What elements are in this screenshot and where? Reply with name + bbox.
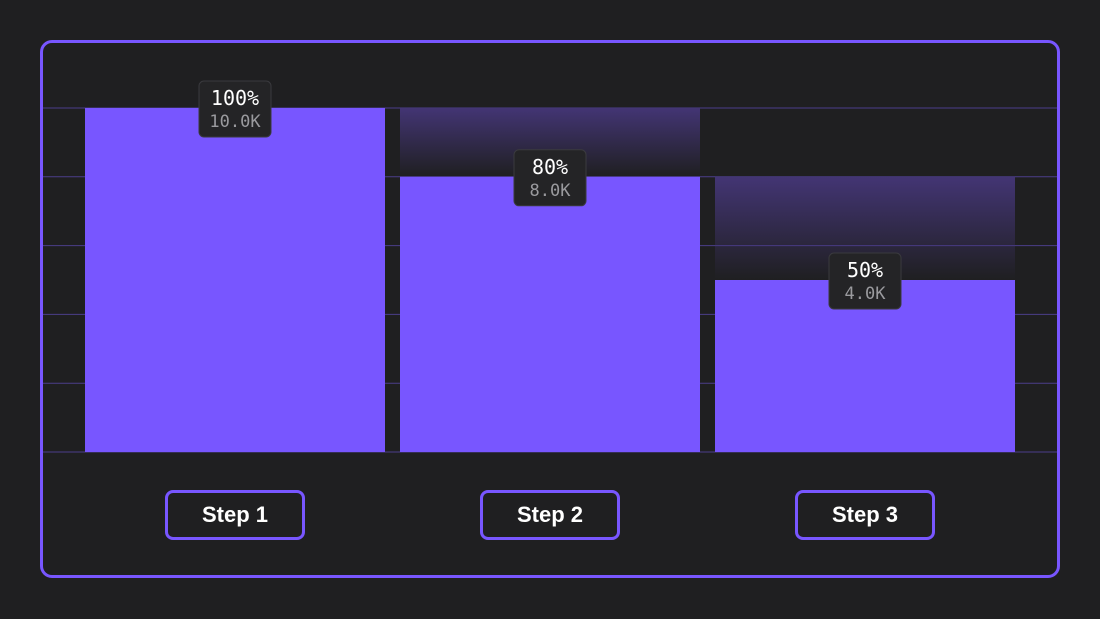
step-2-button[interactable]: Step 2	[480, 490, 620, 540]
step-3-button[interactable]: Step 3	[795, 490, 935, 540]
data-label-box	[513, 149, 587, 207]
data-label-box	[198, 80, 272, 138]
count-label: 4.0K	[845, 284, 887, 304]
data-label: 80%8.0K	[513, 149, 587, 207]
step-1-button[interactable]: Step 1	[165, 490, 305, 540]
percent-label: 100%	[211, 86, 259, 110]
data-label-box	[828, 252, 902, 310]
chart-frame	[40, 40, 1060, 578]
data-label: 50%4.0K	[828, 252, 902, 310]
bar[interactable]	[400, 176, 700, 453]
data-labels: 100%10.0K 80%8.0K 50%4.0K	[198, 80, 902, 310]
data-label: 100%10.0K	[198, 80, 272, 138]
count-label: 10.0K	[209, 112, 261, 132]
percent-label: 50%	[847, 258, 883, 282]
count-label: 8.0K	[530, 181, 572, 201]
bars	[85, 108, 1015, 453]
percent-label: 80%	[532, 155, 568, 179]
bar[interactable]	[85, 108, 385, 452]
